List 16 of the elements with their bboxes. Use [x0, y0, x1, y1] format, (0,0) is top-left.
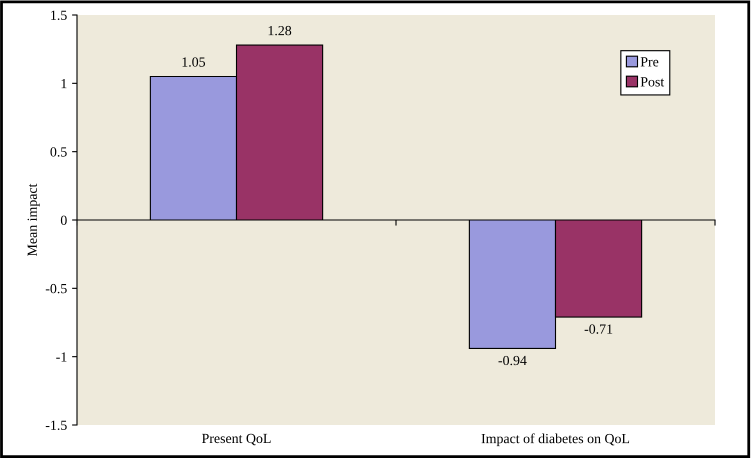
x-tick-label: Impact of diabetes on QoL — [482, 433, 630, 446]
y-tick-label: 1.5 — [51, 10, 67, 20]
y-axis-title: Mean impact — [28, 184, 40, 256]
y-tick-label: -0.5 — [46, 284, 67, 294]
legend-label: Pre — [640, 57, 658, 66]
y-tick-label: 0.5 — [50, 147, 67, 157]
x-tick-label: Present QoL — [202, 434, 271, 446]
y-tick-label: 1 — [62, 78, 66, 88]
y-tick-label: -1.5 — [46, 420, 67, 430]
data-label: 1.28 — [268, 26, 292, 36]
data-label: -0.71 — [584, 324, 612, 334]
data-label: -0.94 — [498, 356, 527, 366]
legend-label: Post — [640, 77, 664, 87]
y-tick-label: 0 — [60, 216, 67, 225]
data-label: 1.05 — [182, 57, 206, 67]
y-tick-label: -1 — [56, 352, 66, 362]
